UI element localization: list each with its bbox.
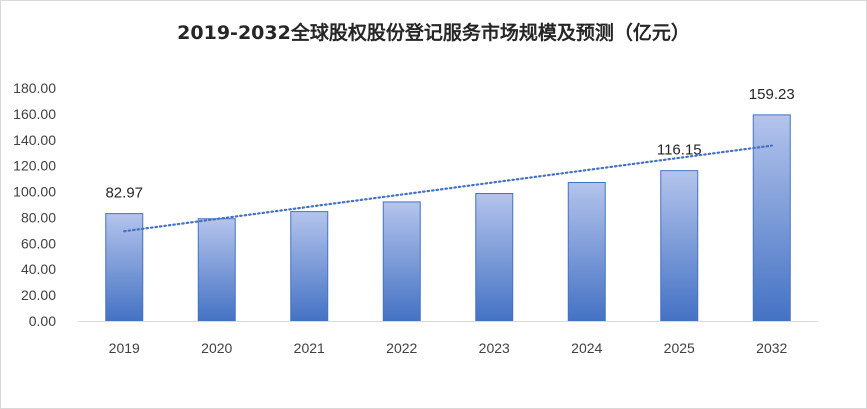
data-label: 159.23 bbox=[749, 86, 795, 103]
y-tick-label: 60.00 bbox=[21, 235, 56, 251]
y-tick-label: 160.00 bbox=[13, 106, 56, 122]
y-tick-label: 80.00 bbox=[21, 209, 56, 225]
y-tick-label: 120.00 bbox=[13, 158, 56, 174]
x-tick-label: 2024 bbox=[571, 340, 602, 356]
bar bbox=[290, 211, 329, 322]
x-tick-label: 2021 bbox=[294, 340, 325, 356]
y-tick-label: 20.00 bbox=[21, 287, 56, 303]
x-tick-label: 2023 bbox=[479, 340, 510, 356]
y-tick-label: 180.00 bbox=[13, 80, 56, 96]
x-tick-label: 2020 bbox=[201, 340, 232, 356]
x-tick-label: 2022 bbox=[386, 340, 417, 356]
y-tick-label: 40.00 bbox=[21, 261, 56, 277]
bar bbox=[660, 170, 699, 322]
data-label: 116.15 bbox=[657, 142, 702, 159]
bar bbox=[567, 181, 606, 322]
chart-title: 2019-2032全球股权股份登记服务市场规模及预测（亿元） bbox=[177, 22, 690, 44]
y-tick-label: 0.00 bbox=[29, 313, 56, 329]
x-tick-label: 2032 bbox=[756, 340, 787, 356]
bar bbox=[197, 218, 236, 322]
y-tick-label: 140.00 bbox=[13, 132, 56, 148]
x-tick-label: 2019 bbox=[109, 340, 140, 356]
y-tick-label: 100.00 bbox=[13, 184, 56, 200]
x-tick-label: 2025 bbox=[664, 340, 695, 356]
bar bbox=[382, 201, 421, 322]
bar bbox=[475, 192, 514, 322]
bar bbox=[752, 114, 791, 322]
data-label: 82.97 bbox=[105, 185, 143, 202]
trendline bbox=[123, 144, 773, 233]
